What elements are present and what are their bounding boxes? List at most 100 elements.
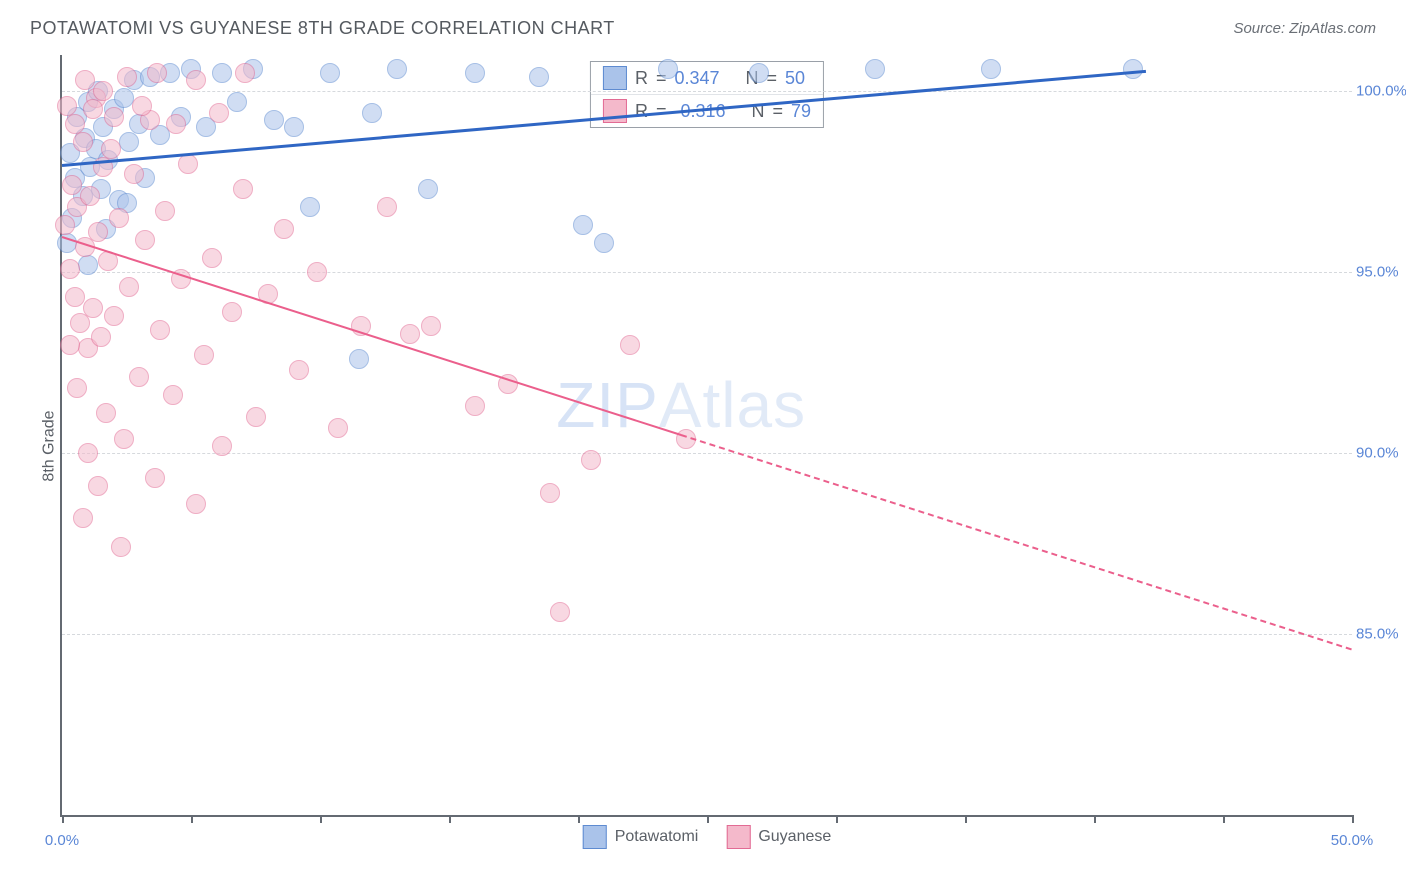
scatter-point [166,114,186,134]
scatter-point [117,67,137,87]
scatter-point [194,345,214,365]
scatter-point [111,537,131,557]
x-tick [836,815,838,823]
scatter-point [88,476,108,496]
scatter-point [163,385,183,405]
scatter-point [104,107,124,127]
scatter-point [186,494,206,514]
scatter-point [581,450,601,470]
scatter-point [65,287,85,307]
scatter-point [62,175,82,195]
scatter-point [114,429,134,449]
scatter-point [300,197,320,217]
scatter-point [124,164,144,184]
y-tick-label: 95.0% [1356,264,1406,281]
scatter-point [150,320,170,340]
scatter-point [307,262,327,282]
legend-r-label: R [635,101,648,122]
y-tick-label: 100.0% [1356,83,1406,100]
x-tick-label: 50.0% [1331,832,1374,849]
x-tick [191,815,193,823]
scatter-point [114,88,134,108]
gridline [62,453,1352,454]
scatter-point [222,302,242,322]
scatter-point [78,255,98,275]
x-tick [320,815,322,823]
scatter-point [67,378,87,398]
scatter-point [186,70,206,90]
scatter-point [129,367,149,387]
scatter-point [96,403,116,423]
legend-n-value: 79 [791,101,811,122]
scatter-point [620,335,640,355]
scatter-point [550,602,570,622]
scatter-point [119,132,139,152]
scatter-point [212,63,232,83]
legend-swatch-icon [583,825,607,849]
legend-swatch-icon [603,66,627,90]
scatter-point [264,110,284,130]
scatter-point [104,306,124,326]
scatter-point [78,443,98,463]
scatter-point [83,298,103,318]
scatter-point [540,483,560,503]
scatter-point [981,59,1001,79]
y-axis-label: 8th Grade [41,410,59,481]
trend-line [681,434,1352,650]
gridline [62,272,1352,273]
scatter-point [421,316,441,336]
series-legend-item: Potawatomi [583,825,699,849]
scatter-point [88,222,108,242]
scatter-point [529,67,549,87]
scatter-point [865,59,885,79]
x-tick [1223,815,1225,823]
scatter-point [400,324,420,344]
x-tick [1094,815,1096,823]
scatter-point [60,259,80,279]
scatter-point [60,335,80,355]
scatter-point [284,117,304,137]
scatter-point [132,96,152,116]
scatter-point [73,132,93,152]
y-tick-label: 90.0% [1356,445,1406,462]
scatter-point [233,179,253,199]
scatter-point [57,96,77,116]
scatter-point [227,92,247,112]
x-tick [965,815,967,823]
scatter-point [465,63,485,83]
scatter-point [377,197,397,217]
scatter-point [387,59,407,79]
scatter-point [418,179,438,199]
chart-source: Source: ZipAtlas.com [1233,20,1376,37]
x-tick-label: 0.0% [45,832,79,849]
x-tick [578,815,580,823]
scatter-point [246,407,266,427]
legend-r-label: R [635,68,648,89]
x-tick [707,815,709,823]
scatter-point [109,208,129,228]
scatter-point [93,81,113,101]
scatter-point [65,114,85,134]
scatter-point [328,418,348,438]
scatter-point [573,215,593,235]
scatter-point [91,327,111,347]
scatter-point [209,103,229,123]
chart-title: POTAWATOMI VS GUYANESE 8TH GRADE CORRELA… [30,18,615,39]
scatter-point [145,468,165,488]
scatter-point [147,63,167,83]
x-tick [62,815,64,823]
legend-r-value: 0.347 [674,68,719,89]
gridline [62,91,1352,92]
legend-n-value: 50 [785,68,805,89]
x-tick [449,815,451,823]
scatter-point [289,360,309,380]
scatter-point [212,436,232,456]
scatter-point [362,103,382,123]
scatter-point [202,248,222,268]
scatter-point [320,63,340,83]
scatter-point [83,99,103,119]
series-legend-label: Guyanese [758,828,831,846]
correlation-legend-row: R = 0.347 N = 50 [591,62,823,94]
scatter-point [119,277,139,297]
scatter-point [55,215,75,235]
